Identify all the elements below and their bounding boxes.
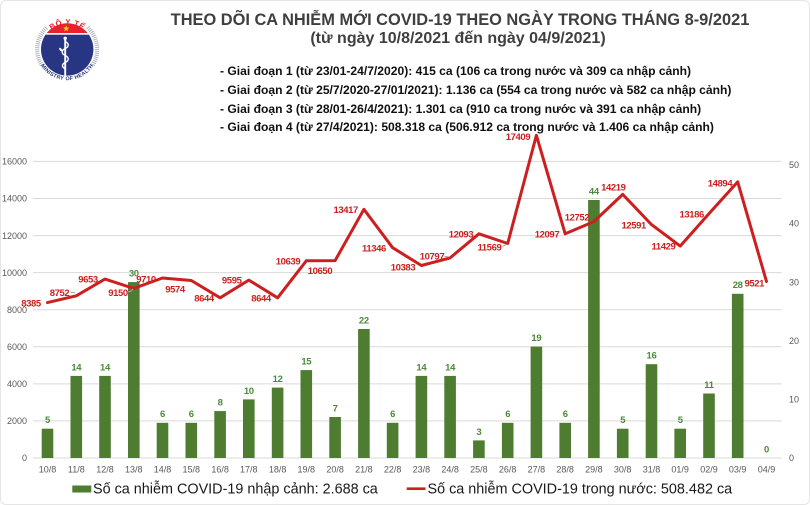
svg-text:18/8: 18/8 — [269, 464, 287, 474]
svg-text:5: 5 — [45, 415, 51, 426]
svg-text:13186: 13186 — [679, 209, 704, 220]
svg-text:14000: 14000 — [2, 194, 27, 204]
svg-text:14: 14 — [100, 362, 111, 373]
svg-text:21/8: 21/8 — [355, 464, 373, 474]
svg-text:Số ca nhiễm COVID-19 nhập cảnh: Số ca nhiễm COVID-19 nhập cảnh: 2.688 ca — [93, 481, 378, 498]
svg-text:28: 28 — [733, 280, 743, 291]
svg-text:0: 0 — [22, 453, 27, 463]
svg-text:23/8: 23/8 — [413, 464, 431, 474]
svg-text:9595: 9595 — [222, 275, 243, 286]
svg-text:27/8: 27/8 — [528, 464, 546, 474]
svg-text:10000: 10000 — [2, 268, 27, 278]
svg-text:10639: 10639 — [276, 257, 301, 268]
svg-text:6: 6 — [189, 409, 194, 420]
svg-text:03/9: 03/9 — [729, 464, 747, 474]
svg-text:14894: 14894 — [708, 178, 734, 189]
svg-text:12752: 12752 — [565, 213, 590, 224]
svg-text:17/8: 17/8 — [240, 464, 258, 474]
svg-text:8385: 8385 — [21, 298, 42, 309]
svg-text:8: 8 — [218, 398, 223, 409]
svg-text:9653: 9653 — [78, 274, 98, 285]
svg-text:BỘ Y TẾ: BỘ Y TẾ — [48, 17, 88, 31]
svg-text:9150: 9150 — [108, 288, 128, 299]
svg-text:10: 10 — [789, 395, 799, 405]
svg-text:50: 50 — [789, 160, 799, 170]
svg-text:10/8: 10/8 — [39, 464, 57, 474]
svg-text:12097: 12097 — [535, 230, 560, 241]
svg-text:6000: 6000 — [7, 342, 27, 352]
svg-text:15: 15 — [301, 357, 312, 368]
svg-text:11/8: 11/8 — [68, 464, 85, 474]
svg-text:31/8: 31/8 — [643, 464, 661, 474]
svg-text:8644: 8644 — [194, 294, 215, 305]
svg-text:12591: 12591 — [621, 220, 647, 231]
svg-text:29/8: 29/8 — [585, 464, 603, 474]
svg-text:16000: 16000 — [2, 157, 27, 167]
svg-text:20: 20 — [789, 336, 799, 346]
svg-text:9574: 9574 — [165, 284, 186, 295]
svg-text:30: 30 — [789, 277, 799, 287]
svg-text:11569: 11569 — [477, 243, 501, 254]
svg-text:15/8: 15/8 — [183, 464, 201, 474]
svg-text:6: 6 — [505, 409, 510, 420]
svg-text:17409: 17409 — [506, 132, 531, 143]
svg-text:28/8: 28/8 — [556, 464, 574, 474]
svg-text:8644: 8644 — [251, 294, 272, 305]
svg-text:19/8: 19/8 — [298, 464, 316, 474]
svg-text:4000: 4000 — [7, 379, 27, 389]
svg-text:0: 0 — [789, 453, 794, 463]
svg-text:7: 7 — [333, 403, 338, 414]
svg-text:14: 14 — [445, 362, 456, 373]
svg-text:12/8: 12/8 — [96, 464, 114, 474]
svg-text:10650: 10650 — [308, 266, 333, 277]
svg-text:12000: 12000 — [2, 231, 27, 241]
svg-text:14219: 14219 — [601, 183, 626, 194]
svg-text:10383: 10383 — [391, 262, 416, 273]
svg-text:9521: 9521 — [745, 279, 766, 290]
svg-text:25/8: 25/8 — [470, 464, 488, 474]
svg-text:22: 22 — [359, 315, 369, 326]
svg-text:5: 5 — [678, 415, 684, 426]
svg-text:13417: 13417 — [333, 205, 358, 216]
svg-text:20/8: 20/8 — [326, 464, 344, 474]
svg-text:44: 44 — [589, 186, 600, 197]
svg-text:9710: 9710 — [136, 274, 156, 285]
svg-text:10797: 10797 — [420, 251, 445, 262]
svg-text:8752: 8752 — [50, 288, 70, 299]
svg-text:30: 30 — [129, 269, 139, 280]
svg-text:6: 6 — [563, 409, 568, 420]
svg-text:Số ca nhiễm COVID-19 trong nướ: Số ca nhiễm COVID-19 trong nước: 508.482… — [428, 481, 733, 498]
svg-text:12: 12 — [273, 374, 283, 385]
svg-text:11: 11 — [704, 380, 714, 391]
svg-text:14: 14 — [416, 362, 427, 373]
svg-text:2000: 2000 — [7, 416, 27, 426]
svg-text:02/9: 02/9 — [700, 464, 718, 474]
svg-text:8000: 8000 — [7, 305, 27, 315]
svg-text:11346: 11346 — [362, 244, 386, 255]
svg-text:14/8: 14/8 — [154, 464, 172, 474]
svg-text:14: 14 — [71, 362, 82, 373]
svg-text:04/9: 04/9 — [758, 464, 776, 474]
svg-text:30/8: 30/8 — [614, 464, 632, 474]
svg-text:10: 10 — [244, 386, 254, 397]
svg-text:3: 3 — [476, 427, 481, 438]
svg-text:5: 5 — [620, 415, 626, 426]
svg-text:40: 40 — [789, 219, 799, 229]
svg-text:01/9: 01/9 — [671, 464, 689, 474]
svg-text:6: 6 — [160, 409, 165, 420]
svg-text:13/8: 13/8 — [125, 464, 143, 474]
svg-text:6: 6 — [390, 409, 395, 420]
svg-text:12093: 12093 — [449, 230, 474, 241]
svg-text:11429: 11429 — [652, 241, 676, 252]
svg-text:22/8: 22/8 — [384, 464, 402, 474]
svg-text:19: 19 — [531, 333, 541, 344]
svg-text:24/8: 24/8 — [441, 464, 459, 474]
svg-text:26/8: 26/8 — [499, 464, 517, 474]
svg-text:16: 16 — [647, 351, 657, 362]
svg-text:0: 0 — [764, 444, 769, 455]
svg-text:16/8: 16/8 — [211, 464, 229, 474]
